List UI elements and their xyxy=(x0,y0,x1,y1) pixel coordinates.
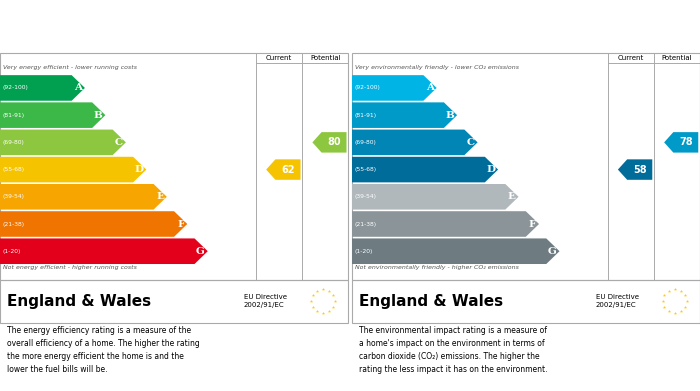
Text: (1-20): (1-20) xyxy=(354,249,373,254)
Polygon shape xyxy=(351,239,559,264)
Text: Energy Efficiency Rating: Energy Efficiency Rating xyxy=(5,20,168,33)
Text: 78: 78 xyxy=(679,137,692,147)
Text: Current: Current xyxy=(266,55,292,61)
Text: (39-54): (39-54) xyxy=(354,194,377,199)
Polygon shape xyxy=(0,211,188,237)
Text: D: D xyxy=(486,165,496,174)
Polygon shape xyxy=(351,211,539,237)
Text: C: C xyxy=(115,138,123,147)
Text: Potential: Potential xyxy=(310,55,341,61)
Polygon shape xyxy=(0,184,167,210)
Polygon shape xyxy=(618,160,652,180)
Text: (81-91): (81-91) xyxy=(354,113,377,118)
Text: EU Directive
2002/91/EC: EU Directive 2002/91/EC xyxy=(596,294,638,308)
Polygon shape xyxy=(0,157,146,182)
Text: Very environmentally friendly - lower CO₂ emissions: Very environmentally friendly - lower CO… xyxy=(355,65,519,70)
Polygon shape xyxy=(312,132,346,152)
Text: (1-20): (1-20) xyxy=(3,249,21,254)
Text: F: F xyxy=(177,219,185,228)
Text: (69-80): (69-80) xyxy=(3,140,25,145)
Text: EU Directive
2002/91/EC: EU Directive 2002/91/EC xyxy=(244,294,287,308)
Text: F: F xyxy=(529,219,536,228)
Polygon shape xyxy=(351,75,437,101)
Text: (92-100): (92-100) xyxy=(354,86,380,90)
Text: E: E xyxy=(156,192,164,201)
Polygon shape xyxy=(351,129,477,155)
Text: Not environmentally friendly - higher CO₂ emissions: Not environmentally friendly - higher CO… xyxy=(355,265,519,271)
Text: Not energy efficient - higher running costs: Not energy efficient - higher running co… xyxy=(4,265,137,271)
Polygon shape xyxy=(266,160,300,180)
Polygon shape xyxy=(351,157,498,182)
Text: A: A xyxy=(74,83,82,92)
Text: 62: 62 xyxy=(281,165,295,174)
Text: (21-38): (21-38) xyxy=(3,222,25,226)
Text: The energy efficiency rating is a measure of the
overall efficiency of a home. T: The energy efficiency rating is a measur… xyxy=(7,326,199,373)
Text: (21-38): (21-38) xyxy=(354,222,377,226)
Text: Current: Current xyxy=(617,55,644,61)
Text: (69-80): (69-80) xyxy=(354,140,377,145)
Text: (55-68): (55-68) xyxy=(3,167,25,172)
Text: G: G xyxy=(548,247,556,256)
Text: England & Wales: England & Wales xyxy=(358,294,503,308)
Text: Environmental Impact (CO₂) Rating: Environmental Impact (CO₂) Rating xyxy=(357,20,589,33)
Polygon shape xyxy=(0,75,85,101)
Text: B: B xyxy=(94,111,103,120)
Text: D: D xyxy=(134,165,144,174)
Text: Very energy efficient - lower running costs: Very energy efficient - lower running co… xyxy=(4,65,137,70)
Text: The environmental impact rating is a measure of
a home's impact on the environme: The environmental impact rating is a mea… xyxy=(358,326,547,373)
Text: (55-68): (55-68) xyxy=(354,167,377,172)
Text: 58: 58 xyxy=(633,165,647,174)
Polygon shape xyxy=(664,132,699,152)
Text: E: E xyxy=(508,192,516,201)
Text: C: C xyxy=(467,138,475,147)
Polygon shape xyxy=(0,129,126,155)
Polygon shape xyxy=(0,239,208,264)
Polygon shape xyxy=(0,102,106,128)
Text: (39-54): (39-54) xyxy=(3,194,25,199)
Polygon shape xyxy=(351,102,457,128)
Text: Potential: Potential xyxy=(662,55,692,61)
Text: (81-91): (81-91) xyxy=(3,113,25,118)
Text: England & Wales: England & Wales xyxy=(7,294,151,308)
Text: B: B xyxy=(445,111,454,120)
Text: A: A xyxy=(426,83,434,92)
Polygon shape xyxy=(351,184,519,210)
Text: (92-100): (92-100) xyxy=(3,86,29,90)
Text: 80: 80 xyxy=(327,137,341,147)
Text: G: G xyxy=(196,247,205,256)
